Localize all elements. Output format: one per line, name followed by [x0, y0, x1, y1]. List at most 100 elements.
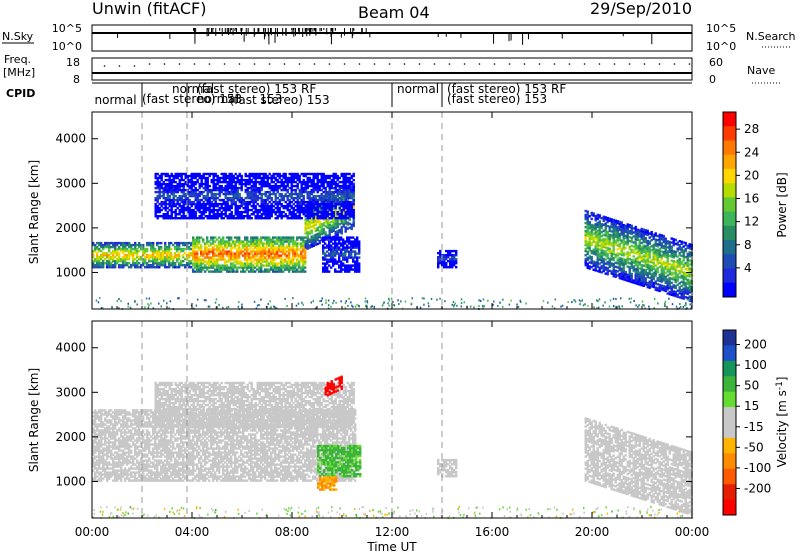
power-cell [334, 248, 337, 251]
power-cell [320, 174, 323, 178]
power-cell [244, 210, 247, 214]
power-cell [224, 266, 227, 269]
power-cell [600, 235, 603, 238]
power-cell [236, 217, 239, 220]
power-cell [592, 264, 595, 267]
power-cell [586, 264, 589, 267]
power-cell [588, 239, 591, 242]
power-cell [188, 202, 191, 206]
power-cell [322, 198, 325, 202]
power-cell [280, 202, 283, 206]
power-cell [658, 261, 661, 265]
power-cell [638, 229, 641, 232]
power-cell [324, 225, 327, 228]
power-cell [586, 224, 589, 227]
power-cell [300, 252, 303, 255]
power-cell [332, 242, 335, 245]
power-cell [234, 202, 237, 206]
power-cell [206, 182, 209, 186]
power-cell [308, 224, 311, 227]
power-cell [604, 252, 607, 255]
power-cell [246, 182, 249, 186]
power-cell [616, 230, 619, 233]
power-cell [646, 241, 649, 245]
power-cell [350, 180, 353, 184]
power-cell [332, 229, 335, 233]
power-cell [352, 244, 355, 247]
power-cell [198, 192, 201, 196]
power-cell [232, 174, 235, 178]
power-cell [168, 254, 171, 257]
power-cell [672, 268, 675, 271]
power-cell [166, 196, 169, 200]
power-cell [614, 221, 617, 224]
power-cell [176, 198, 179, 202]
power-cell [618, 272, 621, 276]
power-cell [162, 196, 165, 200]
power-cell [336, 231, 339, 235]
power-cell [256, 246, 259, 249]
power-cell [258, 260, 261, 263]
power-cell [230, 178, 233, 182]
power-cell [188, 184, 191, 188]
power-cell [598, 262, 601, 265]
power-cell [670, 251, 673, 254]
power-cell [310, 196, 313, 200]
power-cell [250, 262, 253, 265]
power-cell [98, 243, 101, 247]
power-cell [588, 223, 591, 226]
power-cell [604, 272, 607, 275]
power-cell [192, 254, 195, 257]
power-cell [338, 270, 341, 273]
power-cell [198, 248, 201, 251]
power-cell [660, 236, 663, 239]
power-cell [120, 247, 123, 251]
power-cell [606, 249, 609, 252]
power-cell [310, 192, 313, 196]
power-cell [186, 188, 189, 192]
power-cell [264, 184, 267, 188]
power-cell [106, 241, 109, 245]
nave-dot [238, 63, 241, 65]
power-cell [640, 282, 643, 285]
power-cell [250, 256, 253, 259]
power-cell [322, 204, 325, 208]
power-cell [640, 257, 643, 261]
power-cell [348, 184, 351, 188]
power-cell [612, 246, 615, 250]
power-cell [332, 252, 335, 255]
power-cell [624, 278, 627, 282]
power-cell [114, 241, 117, 245]
power-cell [304, 218, 307, 221]
power-cell [270, 254, 273, 257]
power-cell [206, 236, 209, 239]
power-cell [318, 215, 321, 218]
power-cell [160, 204, 163, 208]
power-cell [642, 248, 645, 251]
power-cell [348, 270, 351, 273]
power-cell [644, 265, 647, 268]
power-cell [126, 243, 129, 247]
power-cell [594, 231, 597, 234]
power-cell [328, 221, 331, 224]
power-cell [238, 196, 241, 200]
power-cell [206, 250, 209, 253]
power-cell [102, 266, 105, 269]
power-cell [606, 216, 609, 220]
power-cell [272, 192, 275, 196]
power-cell [330, 178, 333, 182]
power-cell [650, 275, 653, 278]
power-cell [622, 254, 625, 257]
power-cell [156, 198, 159, 202]
power-cell [204, 256, 207, 259]
power-cell [664, 247, 667, 250]
power-cell [218, 240, 221, 243]
power-cell [316, 213, 319, 216]
power-cell [274, 194, 277, 198]
power-cell [598, 266, 601, 269]
power-cell [610, 218, 613, 221]
power-cell [198, 182, 201, 186]
power-cell [350, 223, 353, 226]
power-cell [294, 256, 297, 259]
power-cell [188, 190, 191, 194]
